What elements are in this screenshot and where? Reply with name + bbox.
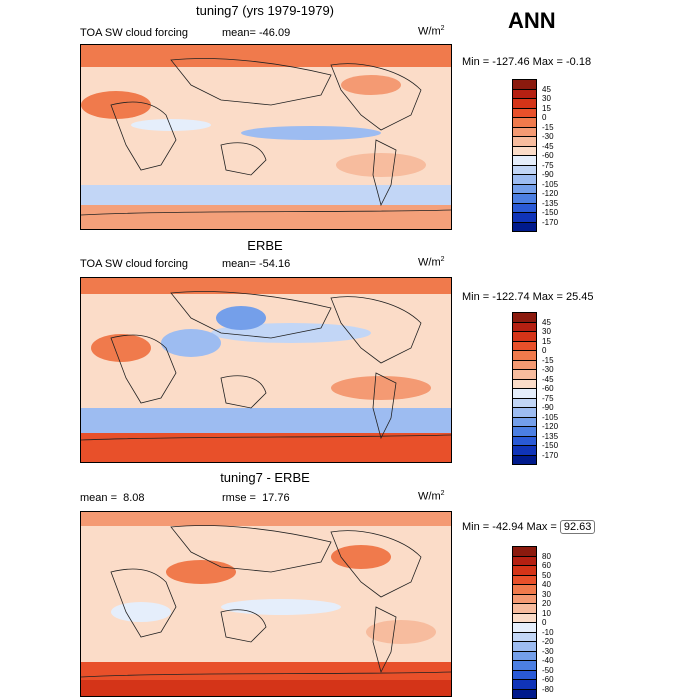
panel1-mean: mean= -46.09	[222, 27, 290, 39]
panel1-min-label: Min =	[462, 56, 490, 68]
colorbar-tick-label: -45	[542, 374, 554, 384]
colorbar-tick-label: -135	[542, 431, 559, 441]
panel3-title: tuning7 - ERBE	[220, 470, 310, 485]
panel2-minmax: Min = -122.74 Max = 25.45	[462, 291, 594, 303]
panel1-max-label: Max =	[532, 56, 563, 68]
panel2-units-sup: 2	[440, 256, 445, 263]
colorbar-tick-label: -90	[542, 403, 554, 412]
colorbar-tick-label: -170	[542, 450, 559, 460]
colorbar-tick-label: -60	[542, 675, 554, 684]
colorbar-tick-label: -120	[542, 422, 559, 431]
panel2-max-value: 25.45	[565, 291, 594, 303]
panel2-min-value: -122.74	[492, 291, 530, 303]
panel3-colorbar	[512, 546, 537, 699]
panel3-max-value: 92.63	[559, 520, 596, 534]
panel3-units: W/m2	[418, 490, 445, 503]
colorbar-tick-label: 50	[542, 570, 551, 580]
colorbar-tick-label: 80	[542, 551, 551, 561]
colorbar-tick-label: -120	[542, 189, 559, 198]
panel3-max-label: Max =	[526, 521, 557, 533]
panel3-minmax: Min = -42.94 Max = 92.63	[462, 520, 596, 534]
colorbar-tick-label: -170	[542, 217, 559, 227]
colorbar-tick-label: -30	[542, 365, 554, 374]
panel3-rmse: rmse = 17.76	[222, 492, 290, 504]
colorbar-tick-label: -40	[542, 656, 554, 665]
panel1-units-text: W/m	[418, 25, 441, 38]
panel1-variable-label: TOA SW cloud forcing	[80, 27, 189, 39]
colorbar-swatch	[512, 454, 537, 465]
colorbar-tick-label: -105	[542, 412, 559, 422]
season-title: ANN	[508, 8, 556, 33]
colorbar-tick-label: 45	[542, 317, 551, 327]
panel3-min-value: -42.94	[492, 521, 524, 533]
colorbar-tick-label: -30	[542, 646, 554, 656]
panel1-title: tuning7 (yrs 1979-1979)	[195, 3, 335, 18]
panel2-mean-label: mean=	[222, 258, 256, 270]
colorbar-tick-label: -150	[542, 441, 559, 450]
panel3-mean-value: 8.08	[123, 492, 145, 504]
colorbar-tick-label: -50	[542, 665, 554, 675]
colorbar-tick-label: -15	[542, 355, 554, 365]
panel2-units-text: W/m	[418, 256, 441, 269]
colorbar-tick-label: 15	[542, 103, 551, 113]
colorbar-tick-label: 30	[542, 94, 551, 103]
colorbar-tick-label: -90	[542, 170, 554, 179]
panel1-units: W/m2	[418, 25, 445, 38]
colorbar-tick-label: -15	[542, 122, 554, 132]
panel3-units-sup: 2	[440, 490, 445, 497]
colorbar-tick-label: -135	[542, 198, 559, 208]
panel3-min-label: Min =	[462, 521, 490, 533]
colorbar-tick-label: 30	[542, 589, 551, 599]
panel2-max-label: Max =	[532, 291, 563, 303]
colorbar-tick-label: 45	[542, 84, 551, 94]
panel3-units-text: W/m	[418, 490, 441, 503]
colorbar-tick-label: -10	[542, 627, 554, 637]
colorbar-tick-label: 40	[542, 580, 551, 589]
panel3-rmse-value: 17.76	[262, 492, 290, 504]
panel2-map	[80, 277, 452, 463]
colorbar-tick-label: -60	[542, 151, 554, 160]
colorbar-tick-label: -45	[542, 141, 554, 151]
colorbar-tick-label: 0	[542, 618, 547, 627]
colorbar-tick-label: -75	[542, 393, 554, 403]
colorbar-tick-label: 0	[542, 346, 547, 355]
colorbar-tick-label: 15	[542, 336, 551, 346]
colorbar-tick-label: 60	[542, 561, 551, 570]
panel1-minmax: Min = -127.46 Max = -0.18	[462, 56, 591, 68]
panel3-map	[80, 511, 452, 697]
panel1-mean-value: -46.09	[259, 27, 291, 39]
panel2-colorbar	[512, 312, 537, 465]
panel1-max-value: -0.18	[565, 56, 592, 68]
colorbar-tick-label: 0	[542, 113, 547, 122]
panel2-variable-label: TOA SW cloud forcing	[80, 258, 189, 270]
panel1-min-value: -127.46	[492, 56, 530, 68]
panel2-min-label: Min =	[462, 291, 490, 303]
panel3-mean-label: mean =	[80, 492, 117, 504]
colorbar-tick-label: -80	[542, 684, 554, 694]
colorbar-tick-label: -105	[542, 179, 559, 189]
colorbar-tick-label: -150	[542, 208, 559, 217]
panel3-mean: mean = 8.08	[80, 492, 145, 504]
panel2-mean: mean= -54.16	[222, 258, 290, 270]
colorbar-swatch	[512, 221, 537, 232]
panel2-title: ERBE	[247, 238, 283, 253]
panel2-units: W/m2	[418, 256, 445, 269]
colorbar-tick-label: -30	[542, 132, 554, 141]
panel1-mean-label: mean=	[222, 27, 256, 39]
colorbar-tick-label: -60	[542, 384, 554, 393]
panel1-map	[80, 44, 452, 230]
colorbar-tick-label: 10	[542, 608, 551, 618]
panel2-mean-value: -54.16	[259, 258, 291, 270]
panel1-colorbar	[512, 79, 537, 232]
colorbar-tick-label: 30	[542, 327, 551, 336]
colorbar-tick-label: -20	[542, 637, 554, 646]
colorbar-swatch	[512, 688, 537, 699]
panel1-units-sup: 2	[440, 25, 445, 32]
colorbar-tick-label: -75	[542, 160, 554, 170]
panel3-rmse-label: rmse =	[222, 492, 256, 504]
colorbar-tick-label: 20	[542, 599, 551, 608]
